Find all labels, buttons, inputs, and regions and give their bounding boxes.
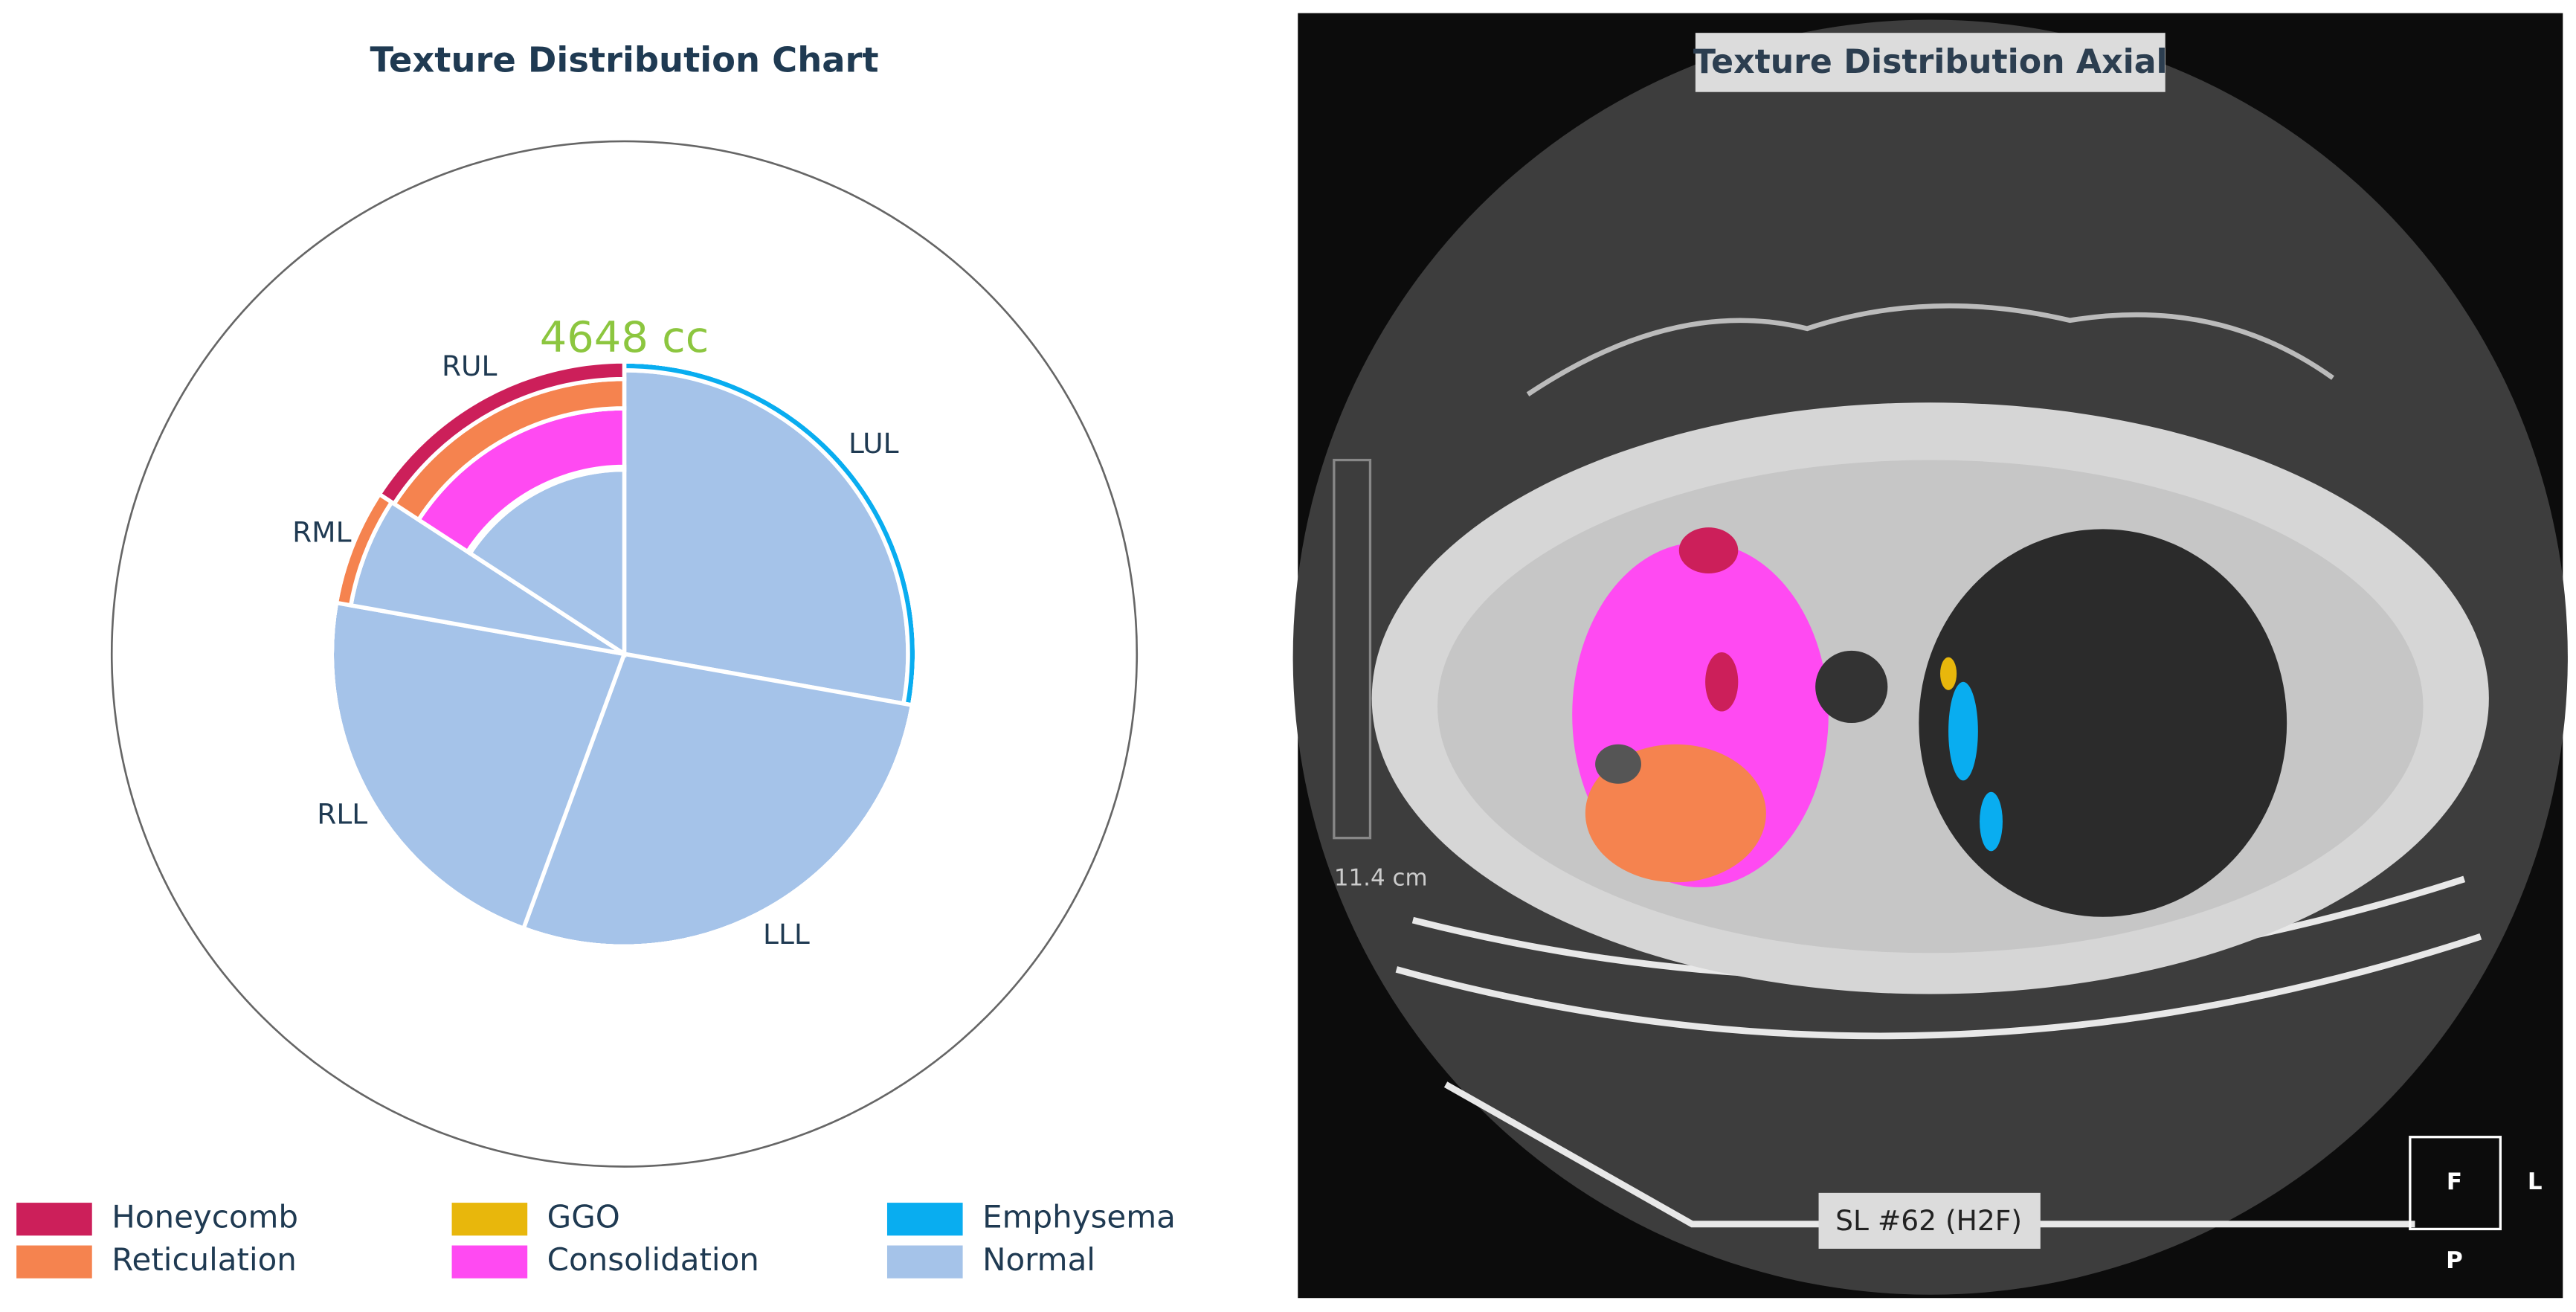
- legend-label: GGO: [547, 1199, 620, 1235]
- lobe-label: LLL: [763, 918, 810, 951]
- lobe-label: RUL: [442, 350, 498, 382]
- ggo-region: [1940, 657, 1957, 690]
- lobe-label: RLL: [317, 798, 367, 831]
- orientation-top: F: [2447, 1168, 2462, 1195]
- emphysema-region: [1948, 681, 1978, 781]
- viewer-title-box: [1695, 33, 2166, 92]
- legend-label: Normal: [982, 1241, 1095, 1278]
- left-lung: [1919, 529, 2287, 917]
- legend-swatch: [886, 1245, 963, 1279]
- legend-swatch: [16, 1203, 92, 1236]
- legend-label: Honeycomb: [112, 1199, 298, 1235]
- texture-segment: [376, 359, 627, 507]
- lobe-label: RML: [292, 516, 351, 549]
- legend-label: Emphysema: [982, 1199, 1176, 1235]
- slice-box: [1818, 1192, 2041, 1249]
- airspace: [1595, 744, 1641, 784]
- chart-title: Texture Distribution Chart: [370, 39, 878, 80]
- honeycomb-region: [1678, 527, 1739, 573]
- slice-label: SL #62 (H2F): [1835, 1204, 2022, 1237]
- emphysema-region: [1980, 791, 2003, 852]
- orientation-right: L: [2528, 1168, 2543, 1195]
- legend-swatch: [451, 1245, 528, 1279]
- scale-label: 11.4 cm: [1334, 864, 1428, 891]
- legend: Honeycomb Reticulation GGO Consolidation Emp…: [16, 1199, 1176, 1279]
- texture-segment: [622, 368, 910, 707]
- legend-swatch: [16, 1245, 92, 1279]
- orientation-bottom: P: [2446, 1247, 2463, 1274]
- scale-bar: [1333, 458, 1372, 840]
- table-line: [1443, 1081, 2415, 1228]
- table-line: [1395, 933, 2482, 1040]
- legend-swatch: [451, 1203, 528, 1236]
- skin-fold: [1526, 303, 2334, 396]
- legend-label: Consolidation: [547, 1241, 759, 1278]
- total-volume: 4648 cc: [540, 312, 709, 362]
- honeycomb-region: [1705, 652, 1739, 712]
- legend-label: Reticulation: [112, 1241, 297, 1278]
- trachea: [1815, 650, 1888, 724]
- legend-swatch: [886, 1203, 963, 1236]
- lobe-label: LUL: [849, 427, 899, 460]
- orientation-cube: [2409, 1136, 2502, 1231]
- ct-viewer: 11.4 cm Texture Distribution Axial SL #6…: [1292, 13, 2568, 1299]
- viewer-title: Texture Distribution Axial: [1693, 43, 2168, 81]
- pie: LUL LLL RLL RML RUL: [292, 350, 919, 951]
- outer-ring: [110, 140, 1139, 1168]
